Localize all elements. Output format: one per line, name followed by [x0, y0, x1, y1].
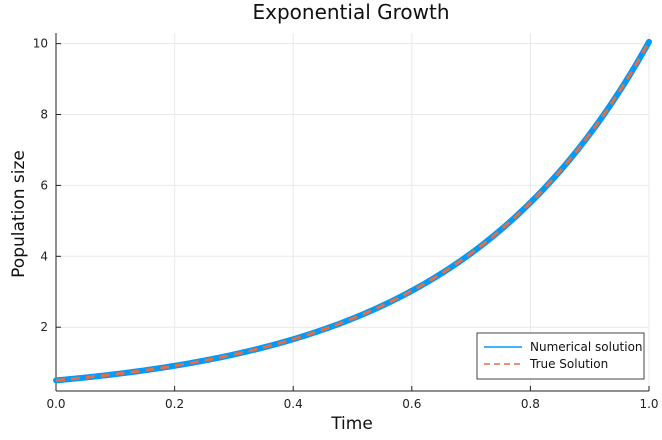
y-tick-label: 4 — [40, 249, 48, 263]
x-tick-label: 0.8 — [521, 397, 540, 411]
plot-frame — [55, 33, 650, 392]
legend: Numerical solution True Solution — [476, 332, 645, 380]
x-tick-label: 0.6 — [402, 397, 421, 411]
y-axis-title: Population size — [9, 150, 29, 278]
series-layer — [53, 38, 652, 384]
legend-label-true-solution: True Solution — [529, 357, 608, 371]
x-tick-label: 1.0 — [639, 397, 658, 411]
grid-lines — [55, 33, 650, 391]
legend-box — [476, 332, 645, 380]
tick-labels: 0.0 0.2 0.4 0.6 0.8 1.0 2 4 6 8 10 — [33, 37, 659, 411]
chart-title: Exponential Growth — [252, 0, 449, 24]
x-tick-label: 0.0 — [46, 397, 65, 411]
series-line-true-solution — [55, 41, 651, 382]
x-tick-label: 0.2 — [165, 397, 184, 411]
y-tick-label: 10 — [33, 37, 48, 51]
y-tick-label: 2 — [40, 320, 48, 334]
y-tick-label: 8 — [40, 108, 48, 122]
legend-label-numerical-solution: Numerical solution — [530, 340, 643, 354]
y-tick-label: 6 — [40, 178, 48, 192]
x-tick-label: 0.4 — [284, 397, 303, 411]
x-axis-title: Time — [330, 414, 373, 434]
